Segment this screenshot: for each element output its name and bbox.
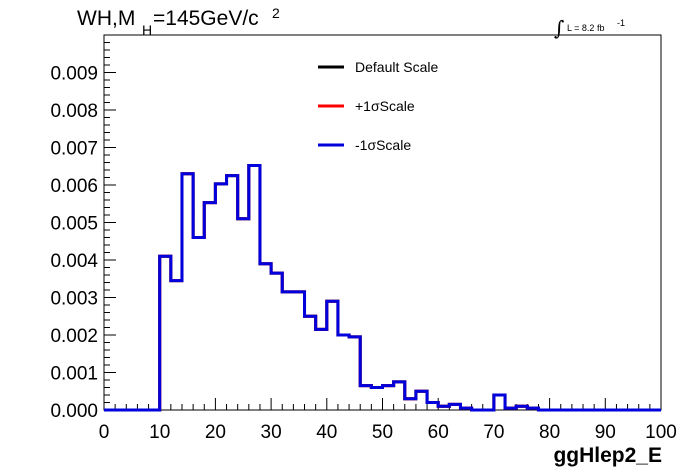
chart-title-value: =145GeV/c <box>153 7 259 30</box>
x-axis: 0 10 20 30 40 50 60 70 80 90 100 <box>99 398 677 443</box>
legend-label-minus1sigma: -1σScale <box>355 137 411 153</box>
legend-label-plus1sigma: +1σScale <box>355 98 415 114</box>
x-tick-label: 80 <box>539 422 560 443</box>
histogram-series-1 <box>104 164 661 412</box>
x-tick-label: 20 <box>205 422 226 443</box>
x-tick-label: 10 <box>149 422 170 443</box>
luminosity-superscript: -1 <box>617 18 625 28</box>
y-tick-label: 0.008 <box>50 101 98 122</box>
y-tick-label: 0.001 <box>50 364 98 385</box>
luminosity-label: L = 8.2 fb <box>567 23 604 33</box>
x-tick-label: 0 <box>99 422 110 443</box>
histogram-series-0 <box>104 164 661 412</box>
y-tick-label: 0.002 <box>50 326 98 347</box>
legend-label-default: Default Scale <box>355 59 438 75</box>
y-tick-label: 0.006 <box>50 176 98 197</box>
x-tick-label: 60 <box>428 422 449 443</box>
series-layer <box>104 164 661 412</box>
x-tick-label: 90 <box>595 422 616 443</box>
y-tick-label: 0.003 <box>50 289 98 310</box>
y-tick-label: 0.007 <box>50 139 98 160</box>
chart-title-superscript: 2 <box>272 5 280 21</box>
x-tick-label: 40 <box>316 422 337 443</box>
chart-title-main: WH,M <box>77 7 135 30</box>
y-tick-label: 0.005 <box>50 214 98 235</box>
x-tick-label: 30 <box>261 422 282 443</box>
y-tick-label: 0.004 <box>50 251 98 272</box>
legend: Default Scale +1σScale -1σScale <box>318 59 438 153</box>
integral-sign: ∫ <box>554 16 564 40</box>
y-tick-label: 0.000 <box>50 401 98 422</box>
plot-frame <box>103 34 662 411</box>
x-tick-label: 70 <box>483 422 504 443</box>
x-axis-label: ggHlep2_E <box>553 444 662 467</box>
x-tick-label: 100 <box>645 422 677 443</box>
x-tick-label: 50 <box>372 422 393 443</box>
chart-title-subscript: H <box>142 22 152 38</box>
histogram-series-2 <box>104 164 661 412</box>
y-tick-label: 0.009 <box>50 64 98 85</box>
y-axis: 0.000 0.001 0.002 0.003 0.004 0.005 0.006 0.007… <box>50 42 116 422</box>
